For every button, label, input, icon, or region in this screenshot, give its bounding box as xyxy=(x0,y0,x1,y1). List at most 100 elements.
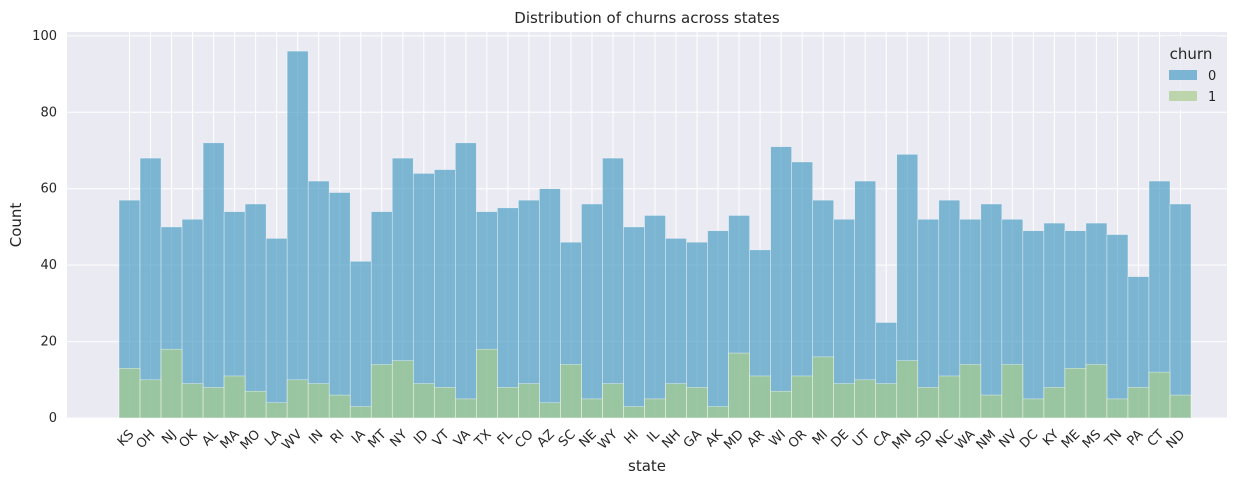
x-tick-label-NE: NE xyxy=(576,427,599,450)
x-tick-label-AK: AK xyxy=(703,427,726,450)
x-tick-label-NM: NM xyxy=(974,427,999,452)
x-tick-label-CA: CA xyxy=(871,427,894,450)
x-tick-label-DC: DC xyxy=(1017,427,1041,451)
bar-TX-churn-1 xyxy=(476,348,498,419)
bar-TN-churn-0 xyxy=(1106,234,1129,419)
bar-WI-churn-0 xyxy=(770,146,792,419)
x-tick-label-DE: DE xyxy=(829,427,853,451)
bar-OH-churn-1 xyxy=(139,379,162,419)
bar-FL-churn-0 xyxy=(497,207,519,419)
bar-MD-churn-1 xyxy=(728,352,750,419)
bar-MS-churn-1 xyxy=(1085,364,1108,419)
bar-AL-churn-1 xyxy=(202,387,225,419)
legend-label-1: 1 xyxy=(1208,90,1216,105)
x-tick-label-WY: WY xyxy=(595,427,620,452)
x-tick-label-VA: VA xyxy=(451,427,474,450)
bar-CA-churn-1 xyxy=(875,383,898,419)
y-tick-label: 80 xyxy=(40,105,57,120)
bar-NC-churn-1 xyxy=(938,375,961,419)
bar-ND-churn-0 xyxy=(1169,203,1192,419)
bar-MO-churn-1 xyxy=(244,390,267,419)
bar-LA-churn-0 xyxy=(265,238,288,419)
bar-AL-churn-0 xyxy=(202,142,225,419)
x-tick-label-RI: RI xyxy=(328,427,348,447)
bar-GA-churn-1 xyxy=(686,387,708,419)
bar-MT-churn-1 xyxy=(370,364,393,419)
x-tick-label-TN: TN xyxy=(1101,427,1125,451)
x-tick-label-ND: ND xyxy=(1164,427,1189,452)
bar-WV-churn-1 xyxy=(286,379,309,419)
bar-ND-churn-1 xyxy=(1169,394,1192,419)
bar-HI-churn-1 xyxy=(623,406,645,419)
bar-MN-churn-1 xyxy=(896,360,919,419)
x-tick-label-PA: PA xyxy=(1124,427,1146,449)
bar-NH-churn-1 xyxy=(665,383,687,419)
bar-IN-churn-1 xyxy=(307,383,330,419)
x-tick-label-NH: NH xyxy=(659,427,683,451)
x-tick-label-SD: SD xyxy=(913,427,937,451)
bar-WI-churn-1 xyxy=(770,390,792,419)
bar-NV-churn-1 xyxy=(1001,364,1024,419)
bar-WY-churn-1 xyxy=(602,383,624,419)
bar-NE-churn-1 xyxy=(581,398,603,419)
x-tick-label-NJ: NJ xyxy=(159,427,179,447)
bar-DE-churn-1 xyxy=(833,383,855,419)
x-tick-label-FL: FL xyxy=(495,427,517,449)
x-axis-label: state xyxy=(628,457,666,475)
bar-SD-churn-1 xyxy=(917,387,940,419)
legend-swatch-0 xyxy=(1169,70,1197,80)
x-tick-label-AZ: AZ xyxy=(535,427,558,450)
bar-NY-churn-1 xyxy=(391,360,414,419)
bar-PA-churn-1 xyxy=(1127,387,1150,419)
bar-TN-churn-1 xyxy=(1106,398,1129,419)
x-tick-label-MS: MS xyxy=(1080,427,1104,451)
x-tick-label-KY: KY xyxy=(1040,427,1062,449)
bar-DC-churn-0 xyxy=(1022,230,1045,419)
y-tick-label: 60 xyxy=(40,182,57,197)
bar-OK-churn-1 xyxy=(181,383,204,419)
bar-IA-churn-0 xyxy=(349,261,372,419)
y-tick-label: 100 xyxy=(32,29,57,44)
bar-ME-churn-1 xyxy=(1064,368,1087,419)
x-tick-label-NC: NC xyxy=(933,427,957,451)
legend-title: churn xyxy=(1170,45,1213,63)
x-tick-label-HI: HI xyxy=(622,427,642,447)
bar-WV-churn-0 xyxy=(286,50,309,419)
bar-MA-churn-1 xyxy=(223,375,246,419)
x-tick-label-VT: VT xyxy=(430,427,453,450)
bar-OR-churn-1 xyxy=(791,375,813,419)
chart-title: Distribution of churns across states xyxy=(514,9,780,27)
bar-NM-churn-1 xyxy=(980,394,1003,419)
x-tick-label-ID: ID xyxy=(411,427,431,447)
x-tick-label-IA: IA xyxy=(349,427,369,447)
bar-IL-churn-1 xyxy=(644,398,666,419)
bar-NE-churn-0 xyxy=(581,203,603,419)
bar-AZ-churn-1 xyxy=(539,402,561,419)
x-tick-label-NV: NV xyxy=(996,427,1020,451)
x-tick-label-MI: MI xyxy=(810,427,831,448)
bar-LA-churn-1 xyxy=(265,402,288,419)
bar-NJ-churn-1 xyxy=(160,348,183,419)
legend-swatch-1 xyxy=(1169,91,1197,101)
x-tick-label-WV: WV xyxy=(280,427,306,453)
x-tick-label-GA: GA xyxy=(681,427,705,451)
y-tick-label: 0 xyxy=(49,411,57,426)
y-tick-label: 20 xyxy=(40,335,57,350)
bar-MI-churn-1 xyxy=(812,356,834,419)
x-tick-label-WA: WA xyxy=(953,427,979,453)
bar-NM-churn-0 xyxy=(980,203,1003,419)
bar-IL-churn-0 xyxy=(644,215,666,419)
x-tick-label-KS: KS xyxy=(115,427,137,449)
bar-ID-churn-0 xyxy=(412,173,435,419)
x-tick-label-UT: UT xyxy=(850,427,873,450)
x-tick-label-OH: OH xyxy=(134,427,159,452)
bar-AR-churn-1 xyxy=(749,375,771,419)
bar-WY-churn-0 xyxy=(602,157,624,419)
bar-ID-churn-1 xyxy=(412,383,435,419)
bar-AK-churn-1 xyxy=(707,406,729,419)
x-tick-label-MO: MO xyxy=(238,427,264,453)
bar-MO-churn-0 xyxy=(244,203,267,419)
x-tick-label-AR: AR xyxy=(745,427,768,450)
